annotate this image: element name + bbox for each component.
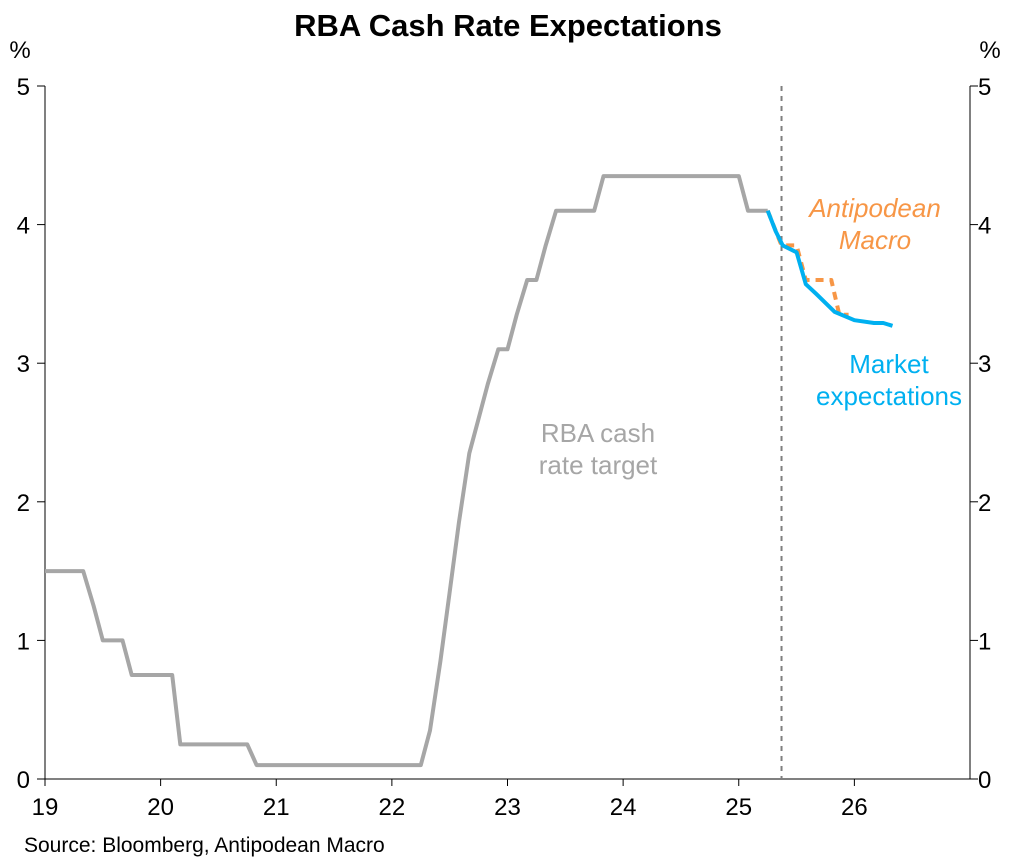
right-y-tick-label: 2 xyxy=(978,490,991,517)
right-y-tick-label: 3 xyxy=(978,351,991,378)
x-tick-label: 20 xyxy=(147,794,174,821)
right-y-tick-label: 5 xyxy=(978,74,991,101)
right-axis-unit: % xyxy=(979,37,1000,64)
axes: 0 01 12 23 34 45 519 20 21 22 23 24 25 26 xyxy=(17,74,992,821)
left-y-tick-label: 5 xyxy=(17,74,30,101)
right-y-tick-label: 0 xyxy=(978,767,991,794)
left-y-tick-label: 0 xyxy=(17,767,30,794)
left-y-tick-label: 1 xyxy=(17,628,30,655)
series-label-line: rate target xyxy=(539,450,658,480)
chart-title: RBA Cash Rate Expectations xyxy=(294,8,722,43)
x-tick-label: 26 xyxy=(841,794,868,821)
series-label-1: Antipodean Macro xyxy=(807,193,941,255)
series-line-0 xyxy=(45,174,768,768)
series-label-line: Antipodean xyxy=(807,193,941,223)
series-labels: RBA cash rate target Antipodean Macro Market… xyxy=(539,193,962,480)
series-label-line: RBA cash xyxy=(541,418,655,448)
x-tick-label: 19 xyxy=(32,794,59,821)
x-tick-label: 21 xyxy=(263,794,290,821)
left-axis-unit: % xyxy=(9,37,30,64)
series-label-line: Market xyxy=(849,349,929,379)
series-label-2: Market expectations xyxy=(816,349,962,411)
source-note: Source: Bloomberg, Antipodean Macro xyxy=(24,834,385,857)
series-label-line: expectations xyxy=(816,381,962,411)
x-tick-label: 23 xyxy=(494,794,521,821)
left-y-tick-label: 2 xyxy=(17,490,30,517)
x-tick-label: 24 xyxy=(610,794,637,821)
x-tick-label: 22 xyxy=(379,794,406,821)
series-line-1 xyxy=(765,209,849,317)
series-label-line: Macro xyxy=(839,225,911,255)
x-tick-label: 25 xyxy=(725,794,752,821)
left-y-tick-label: 4 xyxy=(17,213,30,240)
series-line-2 xyxy=(765,209,894,328)
left-y-tick-label: 3 xyxy=(17,351,30,378)
series-lines xyxy=(45,174,894,768)
right-y-tick-label: 1 xyxy=(978,628,991,655)
right-y-tick-label: 4 xyxy=(978,213,991,240)
series-label-0: RBA cash rate target xyxy=(539,418,658,480)
